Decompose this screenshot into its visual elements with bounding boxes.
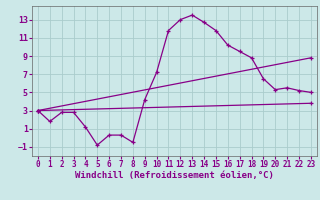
X-axis label: Windchill (Refroidissement éolien,°C): Windchill (Refroidissement éolien,°C) [75,171,274,180]
